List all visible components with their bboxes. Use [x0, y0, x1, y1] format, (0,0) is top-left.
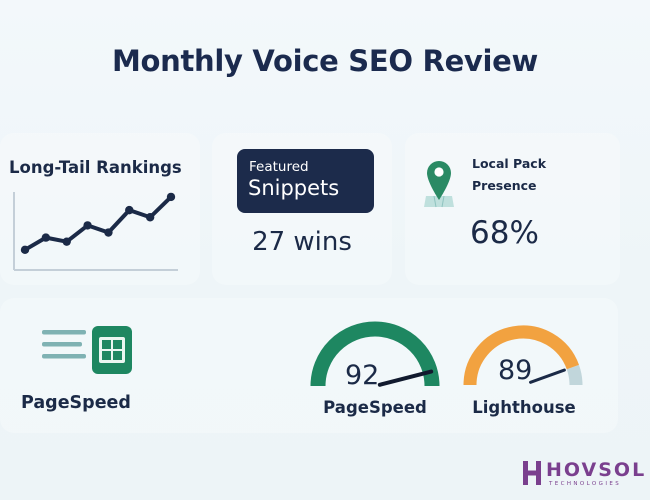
local-pack-title: Local Pack Presence — [472, 153, 546, 197]
hovsol-logo-icon — [523, 461, 541, 485]
page-title: Monthly Voice SEO Review — [111, 44, 539, 78]
long-tail-point-3 — [62, 237, 71, 246]
long-tail-point-4 — [83, 221, 92, 230]
lighthouse-gauge — [463, 325, 583, 386]
lighthouse-gauge-label: Lighthouse — [472, 398, 576, 417]
pagespeed-gauge-needle — [377, 369, 434, 387]
map-pin-icon — [424, 161, 454, 208]
spreadsheet-icon — [42, 326, 132, 374]
lighthouse-gauge-track — [566, 364, 583, 386]
local-pack-value: 68% — [470, 215, 539, 251]
local-pack-title-line2: Presence — [472, 178, 537, 193]
local-pack-card — [405, 133, 620, 285]
lighthouse-gauge-arc — [463, 325, 579, 386]
long-tail-point-6 — [125, 205, 134, 215]
long-tail-point-5 — [104, 228, 113, 237]
pagespeed-gauge — [310, 321, 440, 387]
brand-name: HOVSOL — [546, 459, 647, 481]
long-tail-card — [0, 133, 200, 285]
long-tail-chart — [13, 192, 178, 271]
pagespeed-score: 92 — [345, 360, 380, 391]
snippets-label: Snippets — [248, 176, 340, 200]
featured-snippets-badge: Featured Snippets — [237, 149, 374, 213]
long-tail-point-8 — [166, 192, 176, 202]
pagespeed-gauge-arc — [310, 321, 440, 387]
long-tail-point-2 — [41, 233, 51, 242]
long-tail-point-1 — [20, 245, 30, 255]
long-tail-point-7 — [145, 213, 155, 222]
brand-tagline: TECHNOLOGIES — [549, 481, 622, 487]
pagespeed-card-label: PageSpeed — [21, 393, 131, 413]
lighthouse-score: 89 — [498, 355, 533, 386]
snippets-wins-value: 27 wins — [252, 227, 352, 257]
long-tail-series-line — [23, 194, 173, 252]
featured-label: Featured — [249, 159, 309, 175]
local-pack-title-line1: Local Pack — [472, 156, 547, 171]
pagespeed-gauge-label: PageSpeed — [323, 398, 427, 417]
long-tail-title: Long-Tail Rankings — [9, 158, 182, 177]
lighthouse-gauge-needle — [529, 368, 566, 384]
